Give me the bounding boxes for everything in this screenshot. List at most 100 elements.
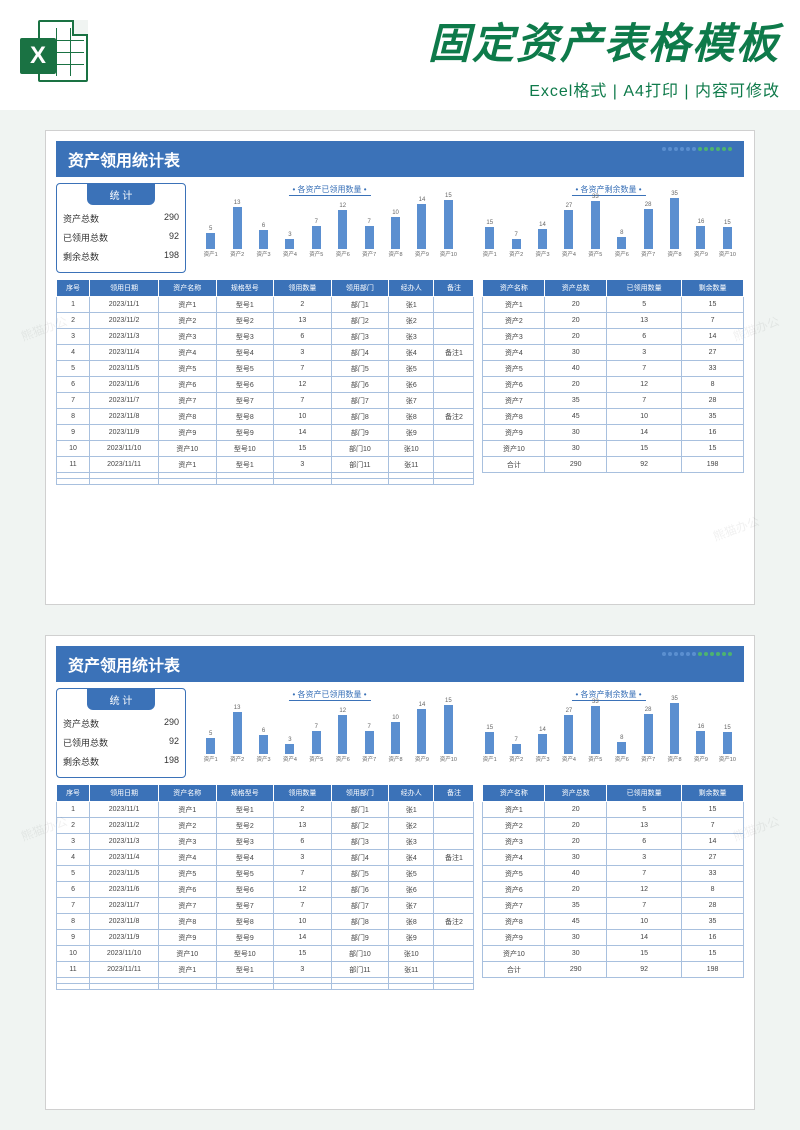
table-cell: 16	[682, 930, 744, 946]
table-cell: 14	[607, 425, 682, 441]
bar-label: 资产3	[531, 250, 554, 258]
table-cell	[434, 962, 474, 978]
bar: 12 资产6	[331, 708, 354, 763]
bar-label: 资产2	[225, 755, 248, 763]
column-header: 备注	[434, 280, 474, 297]
bar: 7 资产2	[504, 737, 527, 763]
table-cell: 6	[274, 329, 332, 345]
table-cell: 2023/11/8	[90, 914, 159, 930]
bar: 8 资产6	[610, 230, 633, 258]
table-cell: 7	[274, 898, 332, 914]
stat-label: 剩余总数	[63, 755, 139, 768]
table-row: 资产220137	[483, 818, 744, 834]
page-title: 固定资产表格模板	[110, 10, 780, 71]
table-row: 资产430327	[483, 345, 744, 361]
table-cell: 3	[607, 345, 682, 361]
bar: 33 资产5	[584, 699, 607, 763]
table-cell: 2023/11/10	[90, 946, 159, 962]
bar-label: 资产8	[384, 755, 407, 763]
bar: 14 资产3	[531, 222, 554, 258]
table-cell: 2023/11/4	[90, 850, 159, 866]
table-cell: 资产7	[159, 898, 217, 914]
table-cell: 45	[545, 914, 607, 930]
table-cell: 合计	[483, 457, 545, 473]
table-row: 112023/11/11资产1型号13部门11张11	[57, 962, 474, 978]
table-row: 资产120515	[483, 297, 744, 313]
column-header: 规格型号	[216, 280, 274, 297]
table-cell: 资产6	[159, 377, 217, 393]
table-cell: 10	[274, 914, 332, 930]
table-cell: 张11	[389, 962, 434, 978]
bar: 8 资产6	[610, 735, 633, 763]
bar: 15 资产1	[478, 220, 501, 258]
table-cell: 198	[682, 962, 744, 978]
bar-value: 33	[592, 699, 599, 705]
table-row: 资产8451035	[483, 914, 744, 930]
table-cell: 198	[682, 457, 744, 473]
table-cell	[434, 457, 474, 473]
table-cell: 45	[545, 409, 607, 425]
stat-row: 资产总数290	[57, 209, 185, 228]
table-cell: 部门9	[331, 930, 389, 946]
bar-label: 资产1	[478, 250, 501, 258]
table-cell: 30	[545, 345, 607, 361]
table-cell: 290	[545, 457, 607, 473]
table-cell: 7	[607, 866, 682, 882]
bar-value: 7	[315, 724, 318, 730]
table-cell	[90, 984, 159, 990]
table-cell: 备注2	[434, 409, 474, 425]
table-row: 42023/11/4资产4型号43部门4张4备注1	[57, 850, 474, 866]
table-cell: 2023/11/9	[90, 425, 159, 441]
table-cell: 张2	[389, 818, 434, 834]
table-cell: 13	[274, 818, 332, 834]
stats-tab: 统 计	[87, 184, 155, 205]
column-header: 资产总数	[545, 280, 607, 297]
bar: 7 资产7	[357, 724, 380, 763]
table-cell: 30	[545, 930, 607, 946]
bar-value: 3	[288, 232, 291, 238]
header-dots	[662, 652, 732, 656]
table-cell: 35	[682, 914, 744, 930]
bar: 10 资产8	[384, 715, 407, 764]
table-cell: 3	[57, 329, 90, 345]
table-cell: 型号5	[216, 866, 274, 882]
table-cell: 27	[682, 850, 744, 866]
table-cell: 资产8	[483, 914, 545, 930]
table-cell: 张3	[389, 329, 434, 345]
table-row: 资产320614	[483, 329, 744, 345]
stat-value: 198	[139, 250, 179, 263]
table-cell: 5	[57, 866, 90, 882]
stat-row: 已领用总数92	[57, 228, 185, 247]
bar: 3 资产4	[278, 232, 301, 258]
table-cell: 3	[274, 962, 332, 978]
bar-value: 15	[486, 220, 493, 226]
bar-value: 35	[671, 696, 678, 702]
table-cell: 20	[545, 834, 607, 850]
table-row: 22023/11/2资产2型号213部门2张2	[57, 818, 474, 834]
table-cell: 33	[682, 866, 744, 882]
header-dots	[662, 147, 732, 151]
table-cell	[57, 479, 90, 485]
table-cell: 资产1	[159, 802, 217, 818]
column-header: 经办人	[389, 280, 434, 297]
table-cell: 型号2	[216, 818, 274, 834]
table-cell	[331, 479, 389, 485]
bar-label: 资产8	[663, 250, 686, 258]
table-row: 资产540733	[483, 361, 744, 377]
bar-value: 28	[645, 707, 652, 713]
table-cell: 2023/11/3	[90, 329, 159, 345]
bar: 15 资产10	[716, 220, 739, 258]
column-header: 备注	[434, 785, 474, 802]
bar-label: 资产2	[504, 250, 527, 258]
column-header: 资产名称	[159, 280, 217, 297]
table-cell: 资产1	[159, 962, 217, 978]
bar-value: 12	[339, 708, 346, 714]
bar: 6 资产3	[252, 728, 275, 764]
table-cell	[434, 441, 474, 457]
bar: 15 资产10	[437, 193, 460, 258]
table-cell: 4	[57, 850, 90, 866]
table-row: 42023/11/4资产4型号43部门4张4备注1	[57, 345, 474, 361]
table-cell: 张4	[389, 345, 434, 361]
column-header: 领用部门	[331, 280, 389, 297]
table-cell: 型号10	[216, 946, 274, 962]
